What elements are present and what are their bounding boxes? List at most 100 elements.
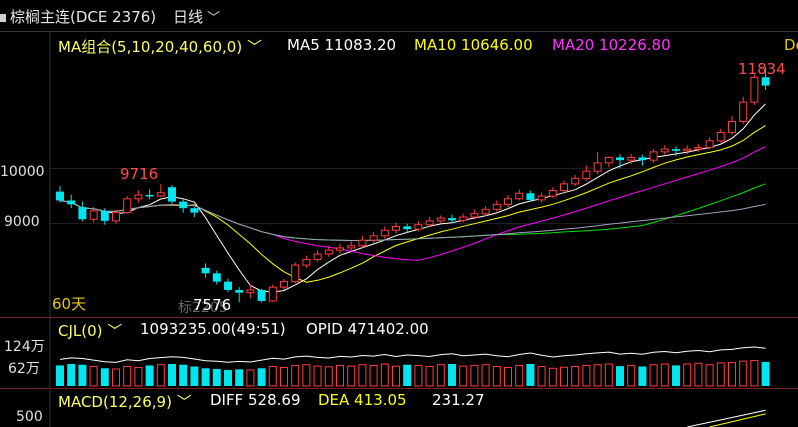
volume-bar-down xyxy=(67,364,76,386)
volume-bar-down xyxy=(224,370,232,386)
volume-bar-down xyxy=(179,364,188,386)
volume-bar-up xyxy=(739,360,748,387)
volume-bar-up xyxy=(324,366,333,387)
candle-down xyxy=(638,157,647,161)
volume-bar-down xyxy=(616,366,624,386)
edge-label: De xyxy=(784,36,798,54)
volume-bar-down xyxy=(145,365,154,386)
ma20-line xyxy=(59,146,766,261)
macd-tick-500: 500 xyxy=(16,409,43,425)
candle-up xyxy=(156,192,165,197)
volume-bar-down xyxy=(672,365,680,386)
candle-up xyxy=(324,249,333,255)
volume-bar-up xyxy=(347,365,356,387)
volume-bar-up xyxy=(627,364,636,387)
candle-up xyxy=(660,148,669,153)
candle-down xyxy=(616,157,624,161)
ma5-value: MA5 11083.20 xyxy=(287,36,397,54)
volume-bar-up xyxy=(593,364,602,387)
ma20-value: MA20 10226.80 xyxy=(552,36,671,54)
volume-bar-up xyxy=(694,362,703,387)
candle-up xyxy=(112,212,120,222)
candle-up xyxy=(548,190,557,197)
volume-bar-up xyxy=(728,362,736,387)
prev-high-label: 9716 xyxy=(120,165,159,183)
volume-bar-up xyxy=(156,364,165,387)
volume-indicator-selector[interactable]: CJL(0) ﹀ xyxy=(58,322,123,340)
candle-up xyxy=(380,229,389,237)
candle-up xyxy=(280,281,288,288)
candle-up xyxy=(649,151,658,161)
candle-down xyxy=(403,226,412,230)
candle-down xyxy=(168,187,176,202)
volume-value: 1093235.00(49:51) xyxy=(140,320,286,338)
candle-down xyxy=(448,218,456,221)
ma60-line xyxy=(59,200,766,241)
volume-bar-down xyxy=(638,366,647,386)
volume-bar-up xyxy=(470,364,479,387)
candle-up xyxy=(268,286,277,302)
candle-down xyxy=(100,210,109,221)
volume-bar-up xyxy=(481,364,490,387)
volume-bar-down xyxy=(201,368,210,386)
candle-up xyxy=(504,198,512,205)
candle-down xyxy=(526,193,535,200)
candle-up xyxy=(369,235,378,241)
volume-bar-down xyxy=(212,368,221,386)
candle-up xyxy=(123,198,132,214)
ma10-value: MA10 10646.00 xyxy=(414,36,533,54)
ma10-line xyxy=(59,125,766,283)
open-interest-value: OPID 471402.00 xyxy=(306,320,429,338)
volume-bar-up xyxy=(504,367,512,387)
volume-bar-up xyxy=(392,365,400,387)
candle-up xyxy=(492,203,501,210)
high-price-label: 11834 xyxy=(738,60,786,78)
candle-up xyxy=(336,247,344,251)
instrument-title[interactable]: 棕榈主连(DCE 2376) 日线 ﹀ xyxy=(0,6,220,27)
macd-indicator-selector[interactable]: MACD(12,26,9) ﹀ xyxy=(58,393,192,411)
candle-down xyxy=(190,208,199,213)
contract-overlay: 标2205 xyxy=(178,300,228,316)
candle-up xyxy=(470,213,479,218)
candle-up xyxy=(392,225,400,231)
candle-up xyxy=(582,170,591,179)
chevron-down-icon: ﹀ xyxy=(202,11,221,26)
candle-down xyxy=(257,289,266,301)
volume-bar-up xyxy=(560,366,568,387)
volume-bar-up xyxy=(515,364,524,387)
candle-up xyxy=(694,146,703,150)
volume-bar-up xyxy=(716,362,725,387)
candle-down xyxy=(56,191,64,201)
volume-bar-up xyxy=(459,365,468,387)
candle-down xyxy=(67,200,76,205)
candle-up xyxy=(750,76,759,103)
volume-bar-up xyxy=(134,367,143,387)
candle-up xyxy=(728,121,736,134)
volume-bar-up xyxy=(313,365,322,387)
volume-bar-up xyxy=(571,365,580,387)
volume-bar-up xyxy=(492,365,501,387)
low-price-label: 7576 xyxy=(193,296,232,314)
candle-down xyxy=(672,149,680,151)
volume-bar-up xyxy=(112,368,120,387)
macd-dea-line xyxy=(709,413,766,427)
candle-down xyxy=(235,289,244,293)
volume-bar-up xyxy=(705,364,714,387)
candle-up xyxy=(89,210,98,220)
volume-bar-up xyxy=(89,365,98,387)
ma-indicator-selector[interactable]: MA组合(5,10,20,40,60,0) ﹀ xyxy=(58,38,262,56)
volume-bar-down xyxy=(235,369,244,386)
candle-up xyxy=(313,253,322,261)
vol-tick-124: 124万 xyxy=(4,339,45,355)
volume-bar-up xyxy=(302,364,311,387)
volume-bar-up xyxy=(683,363,692,387)
period-selector[interactable]: 日线 ﹀ xyxy=(172,8,221,26)
y-tick-10000: 10000 xyxy=(0,164,45,180)
open-interest-line xyxy=(59,346,766,363)
candle-down xyxy=(224,281,232,290)
candle-down xyxy=(78,207,87,220)
volume-bar-down xyxy=(78,364,87,386)
candle-up xyxy=(571,177,580,185)
volume-bar-up xyxy=(380,363,389,387)
